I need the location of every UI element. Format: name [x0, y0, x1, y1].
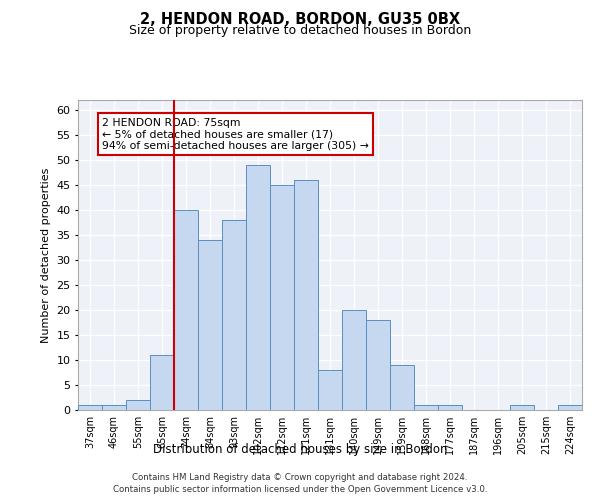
Bar [246, 165, 270, 410]
Text: Size of property relative to detached houses in Bordon: Size of property relative to detached ho… [129, 24, 471, 37]
Bar [174, 210, 198, 410]
Bar [390, 365, 414, 410]
Bar [510, 405, 534, 410]
Text: Distribution of detached houses by size in Bordon: Distribution of detached houses by size … [153, 442, 447, 456]
Bar [78, 405, 102, 410]
Bar [366, 320, 390, 410]
Bar [414, 405, 438, 410]
Bar [294, 180, 318, 410]
Bar [126, 400, 150, 410]
Bar [558, 405, 582, 410]
Bar [102, 405, 126, 410]
Text: 2 HENDON ROAD: 75sqm
← 5% of detached houses are smaller (17)
94% of semi-detach: 2 HENDON ROAD: 75sqm ← 5% of detached ho… [102, 118, 369, 150]
Text: Contains HM Land Registry data © Crown copyright and database right 2024.: Contains HM Land Registry data © Crown c… [132, 472, 468, 482]
Bar [438, 405, 462, 410]
Y-axis label: Number of detached properties: Number of detached properties [41, 168, 50, 342]
Bar [198, 240, 222, 410]
Bar [270, 185, 294, 410]
Bar [318, 370, 342, 410]
Bar [150, 355, 174, 410]
Text: Contains public sector information licensed under the Open Government Licence v3: Contains public sector information licen… [113, 485, 487, 494]
Bar [222, 220, 246, 410]
Bar [342, 310, 366, 410]
Text: 2, HENDON ROAD, BORDON, GU35 0BX: 2, HENDON ROAD, BORDON, GU35 0BX [140, 12, 460, 28]
